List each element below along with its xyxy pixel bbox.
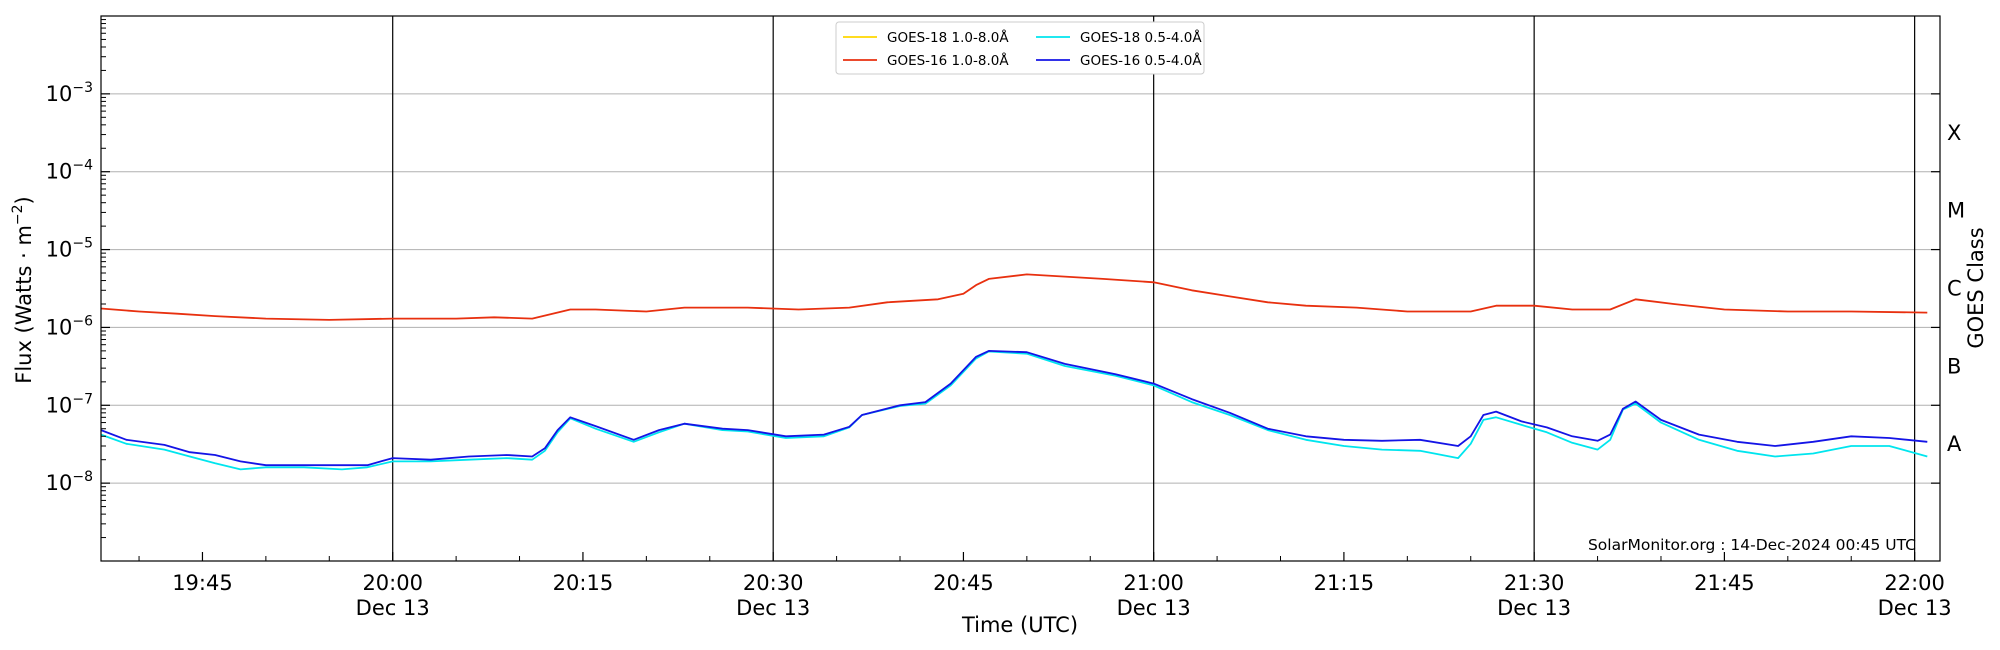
y-tick-label: 10−6: [46, 313, 93, 339]
x-tick-label: 20:00: [362, 571, 423, 595]
goes-class-label: X: [1947, 121, 1961, 145]
goes-class-label: B: [1947, 354, 1961, 378]
y-tick-label: 10−5: [46, 236, 93, 262]
x-tick-label: 21:00: [1123, 571, 1184, 595]
y-axis-ticks: 10−810−710−610−510−410−3: [46, 19, 1940, 539]
goes-class-axis-label: GOES Class: [1964, 227, 1988, 348]
y-tick-label: 10−8: [46, 469, 93, 495]
x-tick-label: 19:45: [172, 571, 233, 595]
y-tick-exponent: −7: [72, 391, 93, 407]
y-tick-base: 10: [46, 160, 73, 184]
y-tick-base: 10: [46, 471, 73, 495]
y-tick-exponent: −6: [72, 313, 93, 329]
legend-entry: GOES-16 1.0-8.0Å: [887, 52, 1009, 69]
y-tick-exponent: −3: [72, 80, 93, 96]
legend: GOES-18 1.0-8.0Å GOES-16 1.0-8.0Å GOES-18 …: [835, 21, 1205, 75]
x-tick-label: 21:30: [1504, 571, 1565, 595]
goes-class-label: M: [1947, 199, 1965, 223]
x-tick-label: 21:45: [1694, 571, 1755, 595]
date-divider-lines: [392, 16, 1916, 561]
series-line: [100, 350, 1928, 471]
grid-lines: [101, 93, 1940, 484]
x-tick-label: 21:15: [1314, 571, 1375, 595]
x-tick-label: 20:45: [933, 571, 994, 595]
plot-frame: [100, 15, 1941, 562]
y-tick-exponent: −8: [72, 469, 93, 485]
series-line: [100, 273, 1928, 321]
legend-items: GOES-18 1.0-8.0Å GOES-16 1.0-8.0Å GOES-18 …: [843, 29, 1202, 69]
y-tick-exponent: −5: [72, 236, 93, 252]
x-tick-date: Dec 13: [1497, 596, 1571, 620]
x-axis-label: Time (UTC): [961, 613, 1078, 637]
legend-entry: GOES-18 0.5-4.0Å: [1080, 29, 1202, 46]
credit-text: SolarMonitor.org : 14-Dec-2024 00:45 UTC: [1588, 536, 1916, 554]
y-tick-base: 10: [46, 315, 73, 339]
y-tick-label: 10−3: [46, 80, 93, 106]
legend-entry: GOES-16 0.5-4.0Å: [1080, 52, 1202, 69]
x-tick-label: 22:00: [1884, 571, 1945, 595]
y-tick-base: 10: [46, 82, 73, 106]
y-axis-label: Flux (Watts · m−2): [10, 196, 36, 384]
y-tick-exponent: −4: [72, 158, 93, 174]
legend-frame: [835, 21, 1205, 75]
y-tick-label: 10−7: [46, 391, 93, 417]
y-tick-base: 10: [46, 393, 73, 417]
y-tick-base: 10: [46, 238, 73, 262]
x-tick-date: Dec 13: [736, 596, 810, 620]
y-tick-label: 10−4: [46, 158, 93, 184]
series-line: [100, 349, 1928, 467]
x-tick-date: Dec 13: [1878, 596, 1952, 620]
x-tick-label: 20:15: [553, 571, 614, 595]
goes-class-label: C: [1947, 277, 1962, 301]
x-tick-date: Dec 13: [356, 596, 430, 620]
goes-class-label: A: [1947, 432, 1962, 456]
y-axis-label-text: Flux (Watts · m: [12, 225, 36, 384]
legend-entry: GOES-18 1.0-8.0Å: [887, 29, 1009, 46]
x-tick-label: 20:30: [743, 571, 804, 595]
y-axis-label-exponent: −2: [10, 204, 26, 225]
data-series: [100, 273, 1928, 471]
y-axis-label-close: ): [12, 196, 36, 204]
goes-class-labels: A B C M X: [1947, 121, 1965, 456]
x-tick-date: Dec 13: [1117, 596, 1191, 620]
